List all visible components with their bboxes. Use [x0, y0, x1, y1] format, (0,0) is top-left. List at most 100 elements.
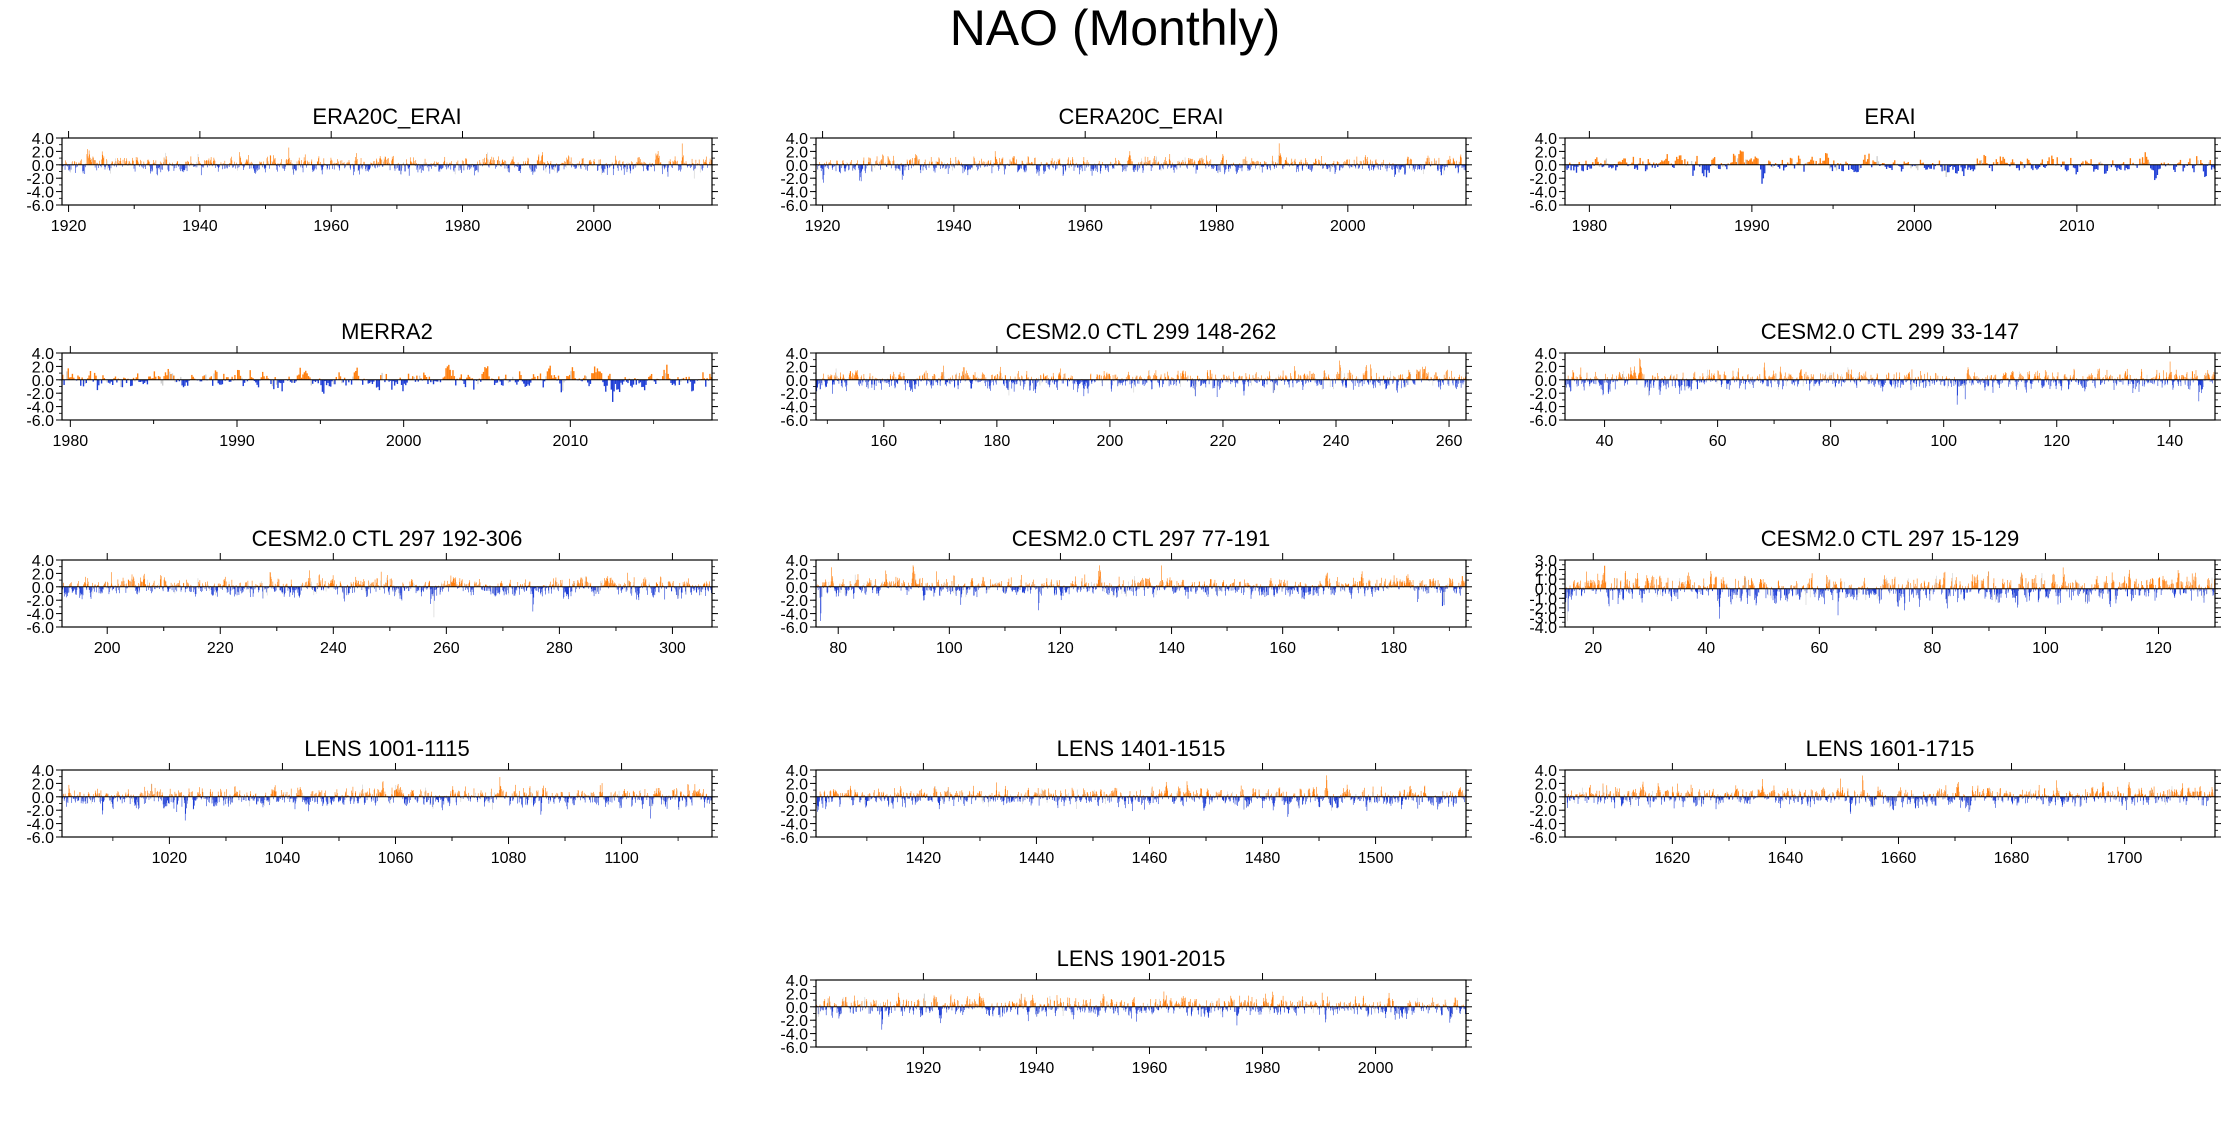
- bar: [1940, 164, 1942, 167]
- bar: [1777, 164, 1779, 167]
- bar: [156, 164, 157, 169]
- bar: [285, 160, 287, 165]
- bar: [1872, 160, 1874, 165]
- bar: [115, 158, 116, 165]
- bar: [235, 164, 237, 169]
- bar: [929, 161, 930, 165]
- bar: [1354, 164, 1356, 167]
- bar: [2189, 158, 2191, 165]
- bar: [87, 149, 88, 165]
- bar: [80, 163, 82, 165]
- bar: [878, 164, 879, 166]
- bar: [1433, 163, 1435, 165]
- bar: [1743, 162, 1746, 165]
- bar: [1426, 161, 1427, 165]
- bar: [302, 164, 304, 173]
- bar: [444, 156, 446, 165]
- bar: [505, 160, 506, 165]
- bar: [890, 163, 892, 165]
- bar: [358, 164, 360, 171]
- bar: [1055, 164, 1056, 171]
- bar: [705, 156, 707, 165]
- bar: [289, 163, 291, 165]
- bar: [154, 162, 156, 165]
- bar: [1860, 164, 1862, 168]
- bar: [289, 157, 290, 165]
- bar: [145, 379, 147, 382]
- bar: [228, 164, 230, 167]
- bar: [1369, 162, 1371, 165]
- bar: [146, 163, 148, 165]
- bar: [159, 164, 160, 168]
- bar: [491, 378, 493, 380]
- bar: [220, 379, 222, 385]
- bar: [275, 162, 276, 165]
- bar: [166, 159, 168, 165]
- bar: [271, 161, 272, 165]
- bar: [1052, 164, 1054, 169]
- bar: [303, 157, 305, 165]
- bar: [2167, 163, 2169, 165]
- bar: [1463, 164, 1464, 167]
- bar: [1306, 162, 1308, 165]
- bar: [272, 162, 273, 165]
- plot-frame: [815, 352, 1467, 421]
- bar: [1295, 370, 1296, 380]
- bar: [1331, 164, 1332, 166]
- bar: [630, 379, 632, 386]
- bar: [2148, 162, 2150, 165]
- bar: [994, 375, 996, 380]
- bar: [435, 164, 437, 167]
- bar: [78, 162, 80, 165]
- bar: [177, 161, 179, 165]
- bar: [1101, 164, 1102, 168]
- bar: [88, 158, 89, 165]
- bar: [242, 164, 244, 167]
- bar: [404, 164, 406, 172]
- bar: [1165, 157, 1166, 165]
- bar: [618, 161, 620, 165]
- bar: [1293, 160, 1295, 165]
- bar: [431, 164, 433, 166]
- bar: [1017, 164, 1018, 173]
- bar: [159, 161, 161, 165]
- bar: [643, 379, 646, 391]
- bar: [630, 164, 632, 171]
- bar: [860, 164, 861, 178]
- bar: [618, 379, 621, 393]
- bar: [645, 379, 647, 385]
- bar: [979, 160, 980, 165]
- bar: [1455, 164, 1456, 169]
- bar: [876, 160, 877, 165]
- bar: [1363, 375, 1364, 380]
- bar: [416, 164, 418, 170]
- bar: [66, 371, 68, 380]
- bar: [1746, 159, 1748, 165]
- bar: [2087, 163, 2090, 165]
- bar: [371, 379, 374, 385]
- bar: [865, 164, 866, 174]
- bar: [1256, 160, 1258, 165]
- bar: [869, 162, 870, 165]
- bar: [2114, 164, 2117, 168]
- bar: [2051, 155, 2053, 165]
- bar: [514, 379, 517, 383]
- bar: [1222, 154, 1224, 165]
- bar: [161, 162, 162, 165]
- bar: [1070, 375, 1072, 380]
- bar: [1091, 379, 1093, 384]
- bar: [1375, 379, 1376, 388]
- bar: [935, 161, 937, 165]
- bar: [537, 160, 539, 165]
- bar: [127, 378, 129, 380]
- bar: [1167, 164, 1169, 168]
- bar: [2155, 164, 2157, 179]
- bar: [1096, 164, 1098, 170]
- bar: [956, 163, 958, 165]
- bar: [148, 159, 150, 165]
- bar: [388, 158, 389, 165]
- bar: [650, 164, 651, 167]
- bar: [131, 379, 133, 386]
- bar: [992, 164, 993, 168]
- bar: [918, 379, 919, 387]
